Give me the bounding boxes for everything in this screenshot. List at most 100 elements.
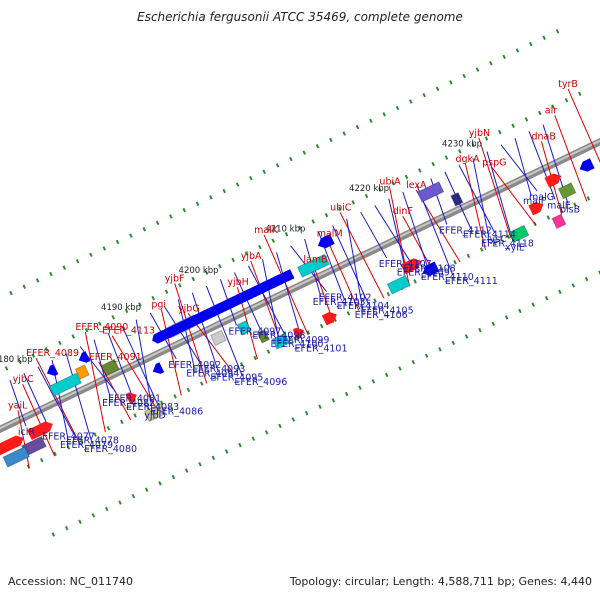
gene-label[interactable]: EFER_4106 — [355, 310, 408, 321]
gc-dot — [586, 196, 591, 201]
gene-label[interactable]: EFER_4098 — [252, 331, 305, 342]
gene-label[interactable]: EFER_4108 — [403, 263, 456, 274]
label-leader — [528, 131, 556, 200]
gene-label[interactable]: EFER_4101 — [295, 343, 348, 354]
gc-dot — [58, 340, 62, 346]
gc-dot — [169, 214, 173, 219]
gene-label[interactable]: EFER_4113 — [102, 326, 155, 337]
gene-feature — [416, 181, 445, 203]
gene-label[interactable]: malK — [254, 225, 279, 236]
gene-label[interactable]: EFER_4083 — [126, 402, 179, 413]
gene-label[interactable]: EFER_4104 — [337, 301, 390, 312]
gene-label[interactable]: malF — [523, 196, 546, 207]
gene-label[interactable]: malM — [317, 229, 343, 240]
label-leader — [339, 212, 385, 299]
gc-dot — [71, 334, 76, 339]
gene-label[interactable]: dnaB — [531, 131, 555, 142]
gc-dot — [331, 398, 336, 403]
gc-dot — [244, 251, 249, 256]
gene-label[interactable]: malG — [529, 192, 554, 203]
gc-dot — [18, 359, 22, 365]
gene-label[interactable]: yjbF — [165, 273, 185, 284]
gene-label[interactable]: EFER_4109 — [397, 268, 450, 279]
gc-dot — [318, 404, 322, 410]
gene-label[interactable]: EFER_4118 — [481, 238, 534, 249]
gene-label[interactable]: EFER_4102 — [319, 293, 372, 304]
gene-label[interactable]: EFER_4077 — [42, 431, 95, 442]
gene-label[interactable]: lamB — [303, 255, 327, 266]
gene-label[interactable]: dgkA — [455, 154, 480, 165]
gene-feature — [450, 191, 464, 207]
gc-dot — [195, 201, 200, 206]
gene-label[interactable]: dinF — [393, 206, 413, 217]
gc-dot — [458, 149, 462, 154]
gene-label[interactable]: EFER_4090 — [75, 322, 128, 333]
gene-label[interactable]: plsB — [560, 205, 580, 216]
gene-label[interactable]: EFER_4080 — [84, 444, 137, 455]
gene-label[interactable]: yaiL — [8, 400, 28, 411]
gene-label[interactable]: yjbA — [241, 251, 262, 262]
gene-label[interactable]: iclR — [18, 427, 36, 438]
gene-label[interactable]: EFER_4086 — [150, 406, 203, 417]
gene-label[interactable]: ubiA — [379, 176, 401, 187]
coordinate-tick-label: 4180 kbp — [0, 355, 33, 365]
gene-label[interactable]: EFER_4078 — [66, 436, 119, 447]
gene-label[interactable]: EFER_4103 — [313, 297, 366, 308]
gene-label[interactable]: yjbD — [144, 411, 166, 422]
gene-label[interactable]: pspG — [482, 158, 506, 169]
gc-dot — [115, 239, 120, 245]
gene-label[interactable]: ubiC — [330, 202, 352, 213]
gene-label[interactable]: xylE — [505, 243, 525, 254]
gene-label[interactable]: EFER_4107 — [379, 259, 432, 270]
gene-label[interactable]: yjbN — [469, 128, 490, 139]
gc-dot — [262, 169, 266, 175]
gc-dot — [511, 123, 515, 128]
gene-feature — [579, 158, 595, 172]
gene-label[interactable]: EFER_4091 — [89, 352, 142, 363]
label-leader — [464, 163, 486, 251]
gc-dot — [22, 284, 27, 289]
gene-label[interactable]: malE — [547, 200, 571, 211]
gc-dot — [111, 315, 116, 320]
gc-dot — [409, 99, 413, 104]
gene-label[interactable]: EFER_4114 — [463, 230, 516, 241]
gene-label[interactable]: EFER_4105 — [361, 306, 414, 317]
label-leader — [514, 137, 532, 196]
gene-feature — [2, 446, 31, 468]
gene-label[interactable]: EFER_4099 — [276, 335, 329, 346]
gc-dot — [118, 500, 122, 505]
gene-label[interactable]: yjbG — [178, 303, 200, 314]
gene-label[interactable]: EFER_4093 — [192, 364, 245, 375]
gc-dot — [298, 225, 302, 231]
gene-label[interactable]: EFER_4097 — [228, 326, 281, 337]
gene-label[interactable]: EFER_4096 — [234, 377, 287, 388]
gene-label[interactable]: EFER_4111 — [445, 276, 498, 287]
gc-dot — [404, 174, 409, 180]
gene-label[interactable]: EFER_4095 — [210, 373, 263, 384]
gene-label[interactable]: EFER_4100 — [270, 339, 323, 350]
gc-dot — [304, 410, 309, 416]
label-leader — [93, 339, 111, 397]
gene-label[interactable]: EFER_4079 — [60, 440, 113, 451]
gc-dot — [239, 362, 244, 367]
gc-dot — [311, 219, 315, 224]
gene-label[interactable]: yjbC — [13, 374, 34, 385]
gene-label[interactable]: lysC — [487, 234, 507, 245]
gene-label[interactable]: EFER_4082 — [102, 398, 155, 409]
gene-label[interactable]: EFER_4110 — [421, 272, 474, 283]
topology-summary: Topology: circular; Length: 4,588,711 bp… — [289, 575, 592, 588]
label-leader — [111, 335, 157, 408]
coordinate-tick-label: 4210 kbp — [265, 224, 305, 234]
gene-label[interactable]: alr — [545, 105, 557, 116]
gene-label[interactable]: EFER_4094 — [186, 368, 239, 379]
gene-label[interactable]: EFER_4112 — [439, 225, 492, 236]
gene-label[interactable]: pgi — [151, 300, 166, 311]
gc-dot — [4, 366, 9, 371]
gene-label[interactable]: EFER_4089 — [26, 348, 79, 359]
gene-label[interactable]: yjbH — [227, 277, 248, 288]
gene-label[interactable]: EFER_4092 — [168, 360, 221, 371]
gene-label[interactable]: EFER_4081 — [108, 393, 161, 404]
gene-label[interactable]: tyrB — [558, 79, 578, 90]
coordinate-tick-label: 4230 kbp — [442, 140, 482, 150]
gene-label[interactable]: lexA — [406, 180, 427, 191]
